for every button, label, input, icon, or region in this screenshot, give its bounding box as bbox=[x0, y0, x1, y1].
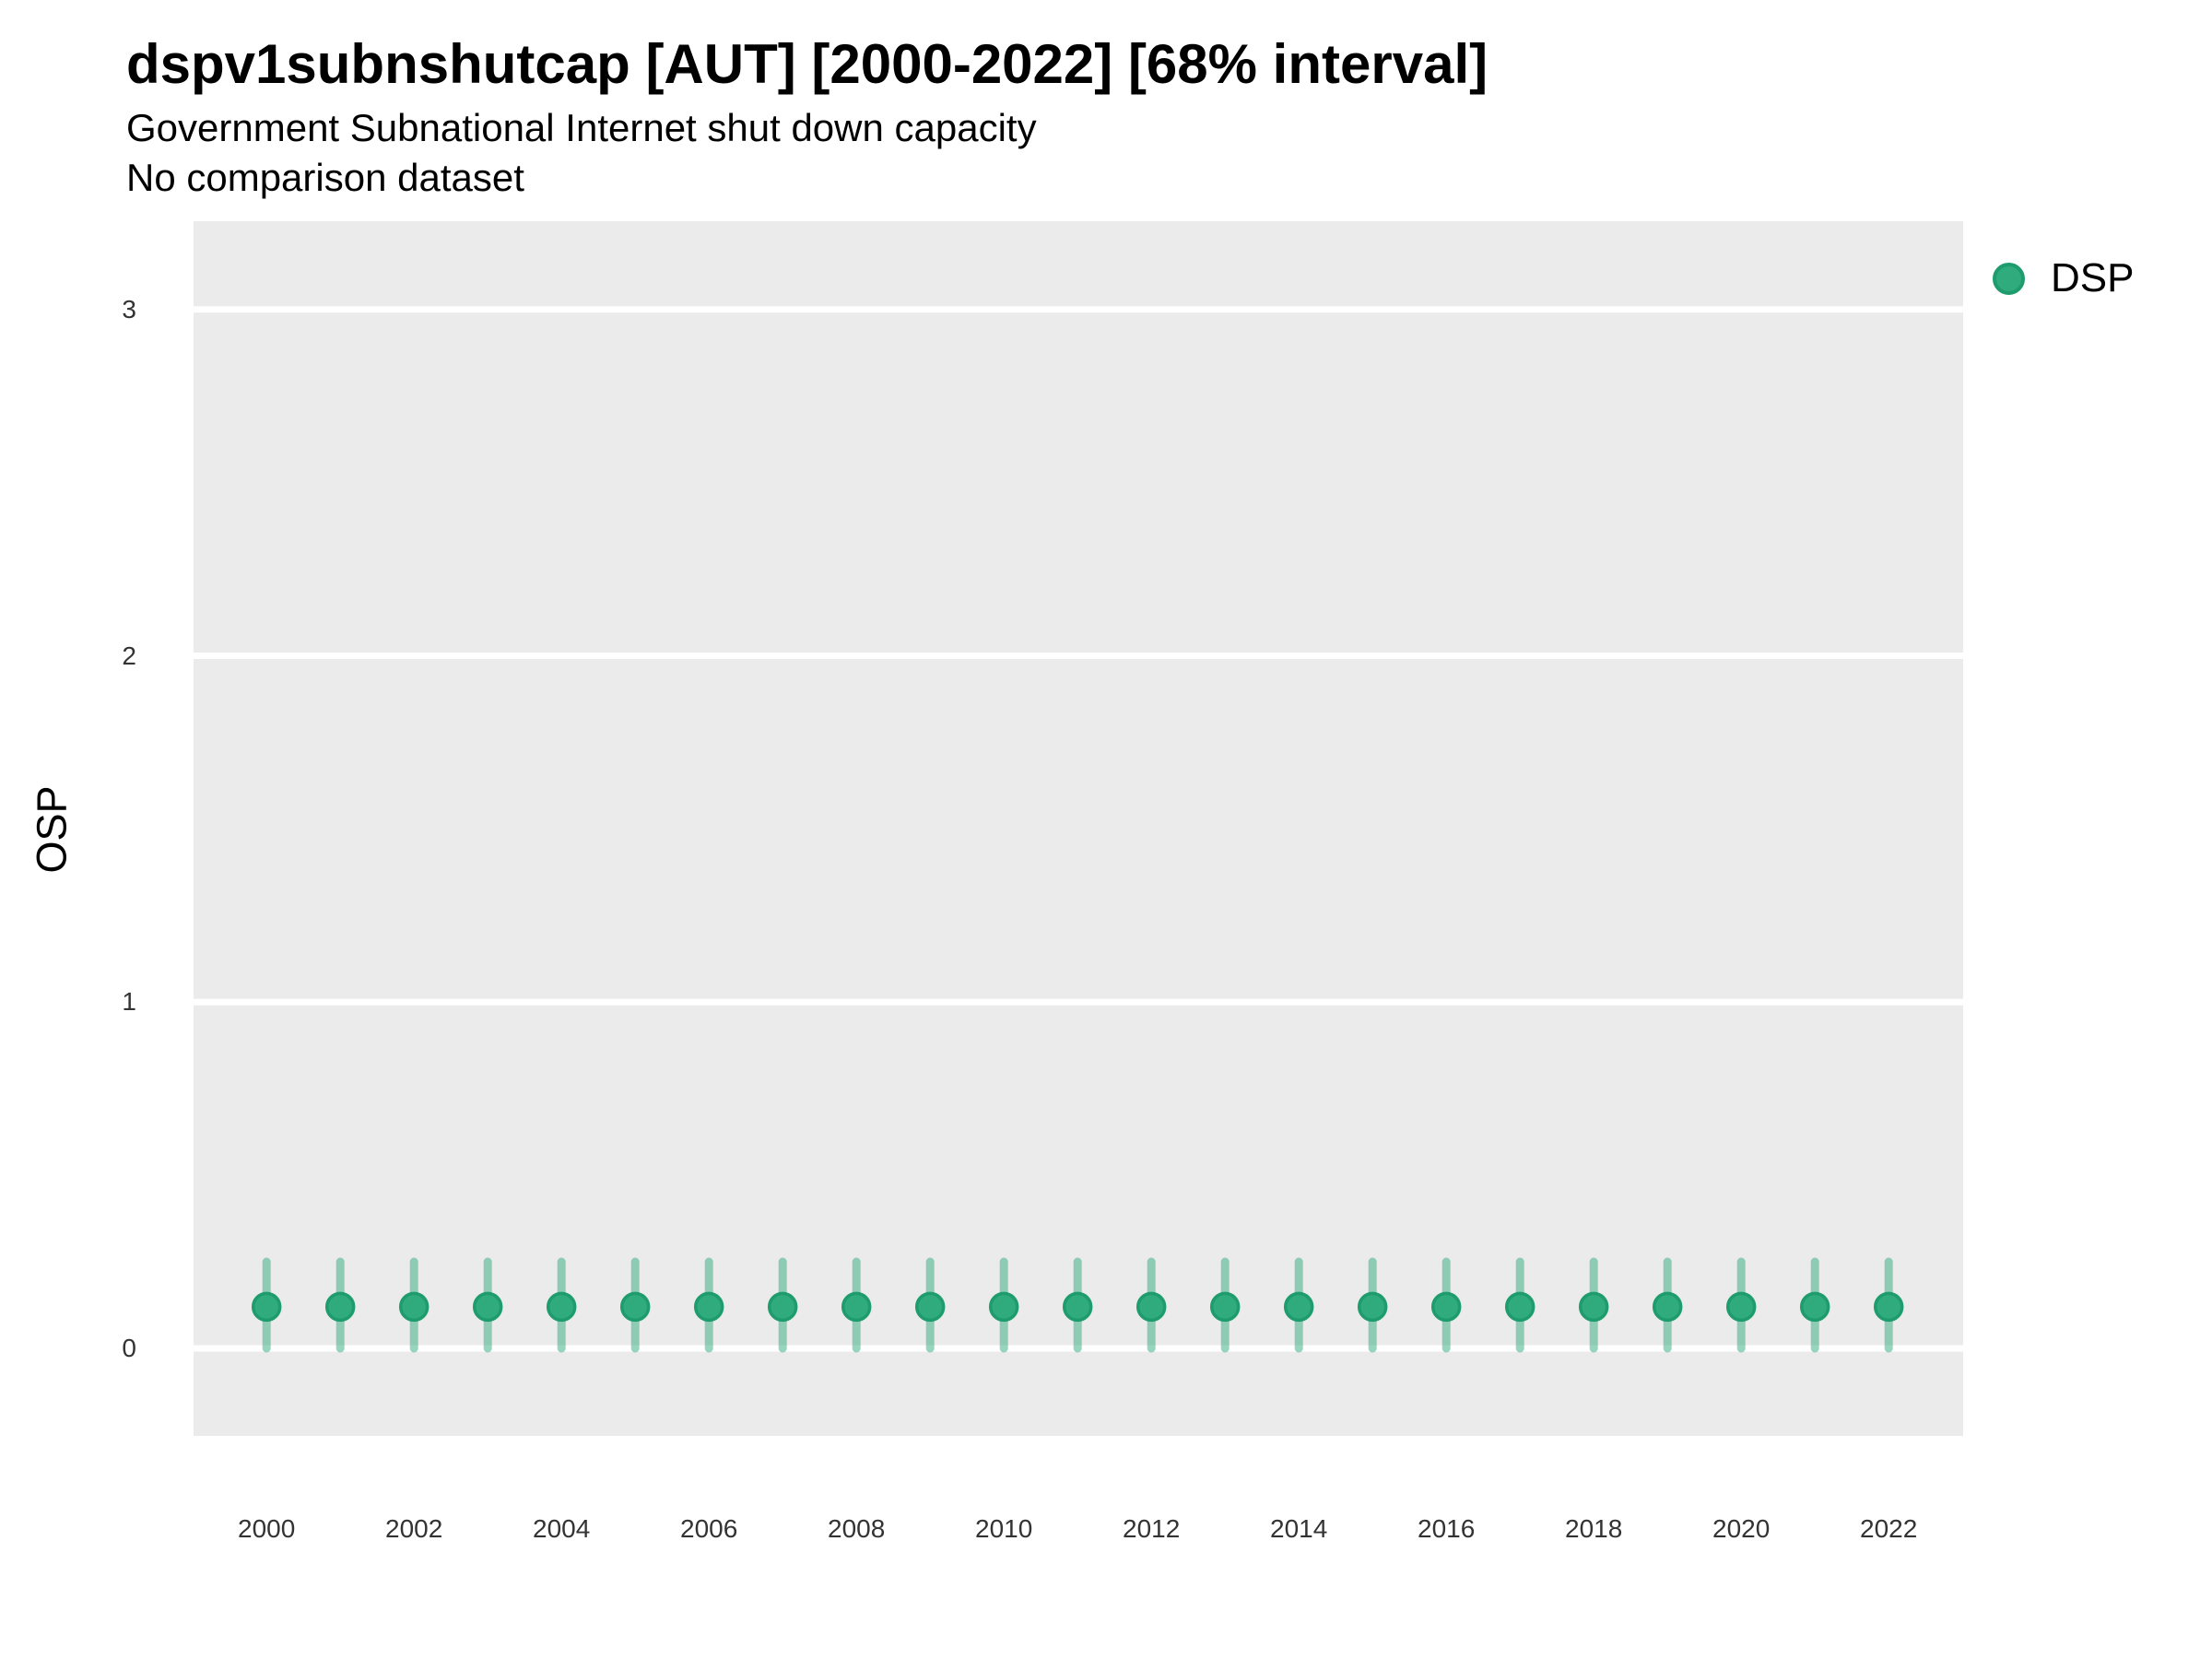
data-point-2014 bbox=[1283, 1291, 1314, 1323]
data-point-2019 bbox=[1652, 1291, 1683, 1323]
data-point-2012 bbox=[1135, 1291, 1167, 1323]
x-tick-label-2022: 2022 bbox=[1860, 1514, 1918, 1543]
x-tick-label-2000: 2000 bbox=[238, 1514, 296, 1543]
data-point-2016 bbox=[1430, 1291, 1462, 1323]
x-tick-label-2008: 2008 bbox=[828, 1514, 886, 1543]
data-point-2001 bbox=[324, 1291, 356, 1323]
x-tick-label-2004: 2004 bbox=[533, 1514, 591, 1543]
data-point-2006 bbox=[693, 1291, 724, 1323]
data-point-2020 bbox=[1725, 1291, 1757, 1323]
data-point-2005 bbox=[619, 1291, 651, 1323]
x-tick-label-2002: 2002 bbox=[385, 1514, 443, 1543]
y-tick-label-3: 3 bbox=[122, 294, 136, 324]
legend-point-marker-icon bbox=[1993, 262, 2025, 295]
legend: DSP bbox=[1993, 258, 2134, 299]
data-point-2009 bbox=[914, 1291, 946, 1323]
data-point-2022 bbox=[1873, 1291, 1904, 1323]
legend-label: DSP bbox=[2051, 255, 2135, 300]
data-point-2015 bbox=[1357, 1291, 1388, 1323]
y-tick-label-1: 1 bbox=[122, 987, 136, 1017]
data-point-2013 bbox=[1209, 1291, 1241, 1323]
data-point-2008 bbox=[841, 1291, 872, 1323]
data-point-2003 bbox=[472, 1291, 503, 1323]
data-point-2004 bbox=[546, 1291, 577, 1323]
x-tick-label-2018: 2018 bbox=[1565, 1514, 1623, 1543]
x-tick-label-2014: 2014 bbox=[1270, 1514, 1328, 1543]
data-point-2010 bbox=[988, 1291, 1019, 1323]
chart-comparison-note: No comparison dataset bbox=[126, 156, 524, 199]
data-point-2018 bbox=[1578, 1291, 1609, 1323]
data-point-2011 bbox=[1062, 1291, 1093, 1323]
data-point-2002 bbox=[398, 1291, 429, 1323]
x-tick-label-2016: 2016 bbox=[1418, 1514, 1476, 1543]
chart-subtitle: Government Subnational Internet shut dow… bbox=[126, 106, 1037, 149]
y-tick-label-0: 0 bbox=[122, 1333, 136, 1362]
plot-panel bbox=[194, 221, 1963, 1436]
y-tick-label-2: 2 bbox=[122, 641, 136, 670]
plot-canvas bbox=[194, 306, 1963, 1353]
x-tick-label-2010: 2010 bbox=[975, 1514, 1033, 1543]
data-point-2000 bbox=[251, 1291, 282, 1323]
data-point-2007 bbox=[767, 1291, 798, 1323]
y-axis-title: OSP bbox=[28, 785, 76, 874]
x-tick-label-2020: 2020 bbox=[1712, 1514, 1771, 1543]
x-tick-label-2012: 2012 bbox=[1123, 1514, 1181, 1543]
data-point-2017 bbox=[1504, 1291, 1535, 1323]
data-point-2021 bbox=[1799, 1291, 1830, 1323]
chart-title: dspv1subnshutcap [AUT] [2000-2022] [68% … bbox=[126, 33, 1488, 95]
x-tick-label-2006: 2006 bbox=[680, 1514, 738, 1543]
